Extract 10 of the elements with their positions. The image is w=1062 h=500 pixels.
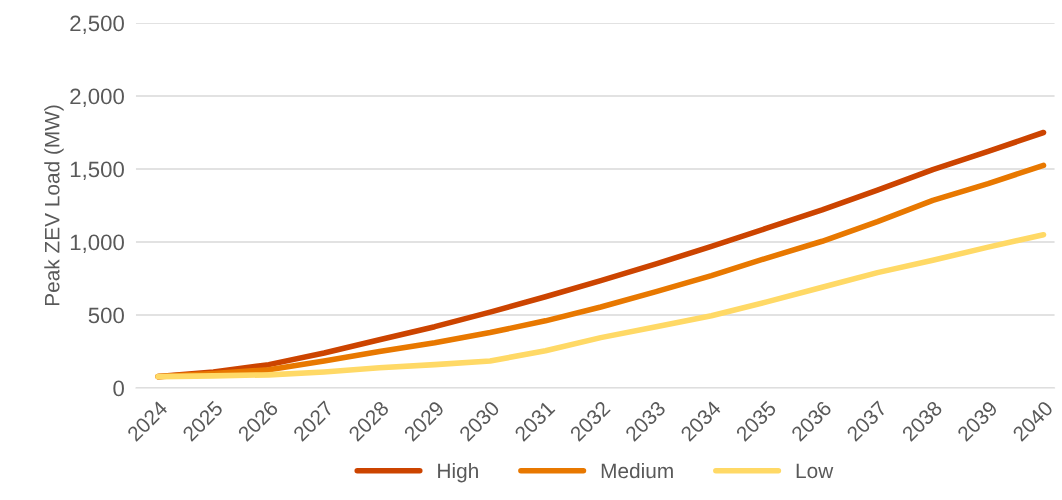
legend-label: High — [438, 462, 478, 483]
y-tick-label: 2,500 — [70, 15, 124, 34]
legend-label: Low — [796, 463, 834, 479]
y-tick-label: 500 — [88, 307, 124, 324]
y-tick-label: 2,000 — [70, 88, 124, 107]
y-tick-label: 1,000 — [70, 234, 124, 253]
y-tick-label: 0 — [113, 380, 124, 397]
legend-label: Medium — [601, 462, 673, 479]
y-tick-label: 1,500 — [70, 161, 124, 180]
y-axis-title: Peak ZEV Load (MW) — [44, 105, 64, 306]
